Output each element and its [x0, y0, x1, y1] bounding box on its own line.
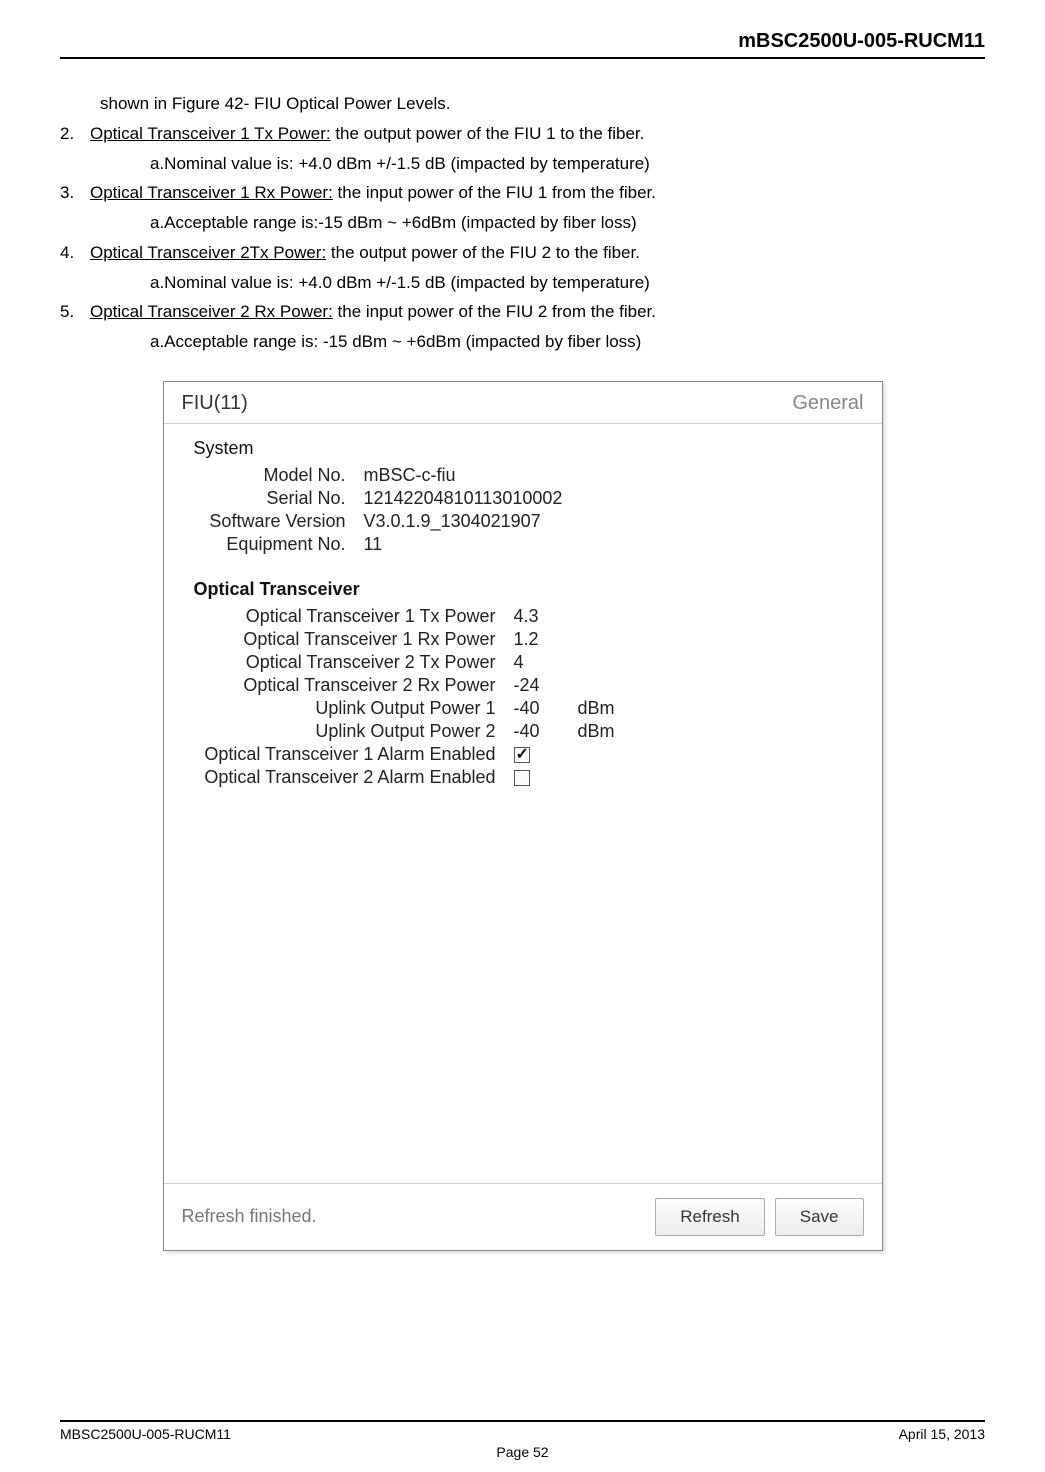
list-item: 5.Optical Transceiver 2 Rx Power: the in…: [60, 297, 985, 327]
intro-line: shown in Figure 42- FIU Optical Power Le…: [60, 89, 985, 119]
system-row: Serial No.12142204810113010002: [194, 488, 862, 509]
kv-value: V3.0.1.9_1304021907: [364, 511, 541, 532]
list-content: Optical Transceiver 2Tx Power: the outpu…: [90, 238, 985, 268]
kv-unit: [564, 606, 578, 627]
kv-label: Serial No.: [194, 488, 364, 509]
kv-label: Optical Transceiver 2 Rx Power: [194, 675, 514, 696]
alarm-row: Optical Transceiver 1 Alarm Enabled: [194, 744, 862, 765]
fiu-figure-window: FIU(11) General System Model No.mBSC-c-f…: [163, 381, 883, 1251]
kv-value: -40: [514, 698, 564, 719]
page-footer: MBSC2500U-005-RUCM11 April 15, 2013 Page…: [60, 1420, 985, 1472]
optical-row: Optical Transceiver 1 Tx Power4.3: [194, 606, 862, 627]
system-row: Software VersionV3.0.1.9_1304021907: [194, 511, 862, 532]
kv-value: 11: [364, 534, 383, 555]
list-subitem: a.Acceptable range is: -15 dBm ~ +6dBm (…: [60, 327, 985, 357]
kv-value: -24: [514, 675, 564, 696]
kv-label: Optical Transceiver 1 Rx Power: [194, 629, 514, 650]
optical-row: Optical Transceiver 2 Rx Power-24: [194, 675, 862, 696]
list-number: 5.: [60, 297, 90, 327]
kv-unit: [564, 652, 578, 673]
kv-value: 12142204810113010002: [364, 488, 563, 509]
list-title: Optical Transceiver 2Tx Power:: [90, 243, 326, 262]
figure-titlebar: FIU(11) General: [164, 382, 882, 424]
system-row: Model No.mBSC-c-fiu: [194, 465, 862, 486]
figure-title-right: General: [792, 392, 863, 415]
system-section-title: System: [194, 438, 862, 459]
list-desc: the output power of the FIU 2 to the fib…: [326, 243, 640, 262]
list-item: 2.Optical Transceiver 1 Tx Power: the ou…: [60, 119, 985, 149]
kv-label: Uplink Output Power 2: [194, 721, 514, 742]
footer-center: Page 52: [60, 1444, 985, 1472]
kv-value: -40: [514, 721, 564, 742]
list-item: 4.Optical Transceiver 2Tx Power: the out…: [60, 238, 985, 268]
save-button[interactable]: Save: [775, 1198, 864, 1236]
kv-label: Optical Transceiver 2 Tx Power: [194, 652, 514, 673]
list-subitem: a.Nominal value is: +4.0 dBm +/-1.5 dB (…: [60, 268, 985, 298]
doc-header: mBSC2500U-005-RUCM11: [60, 30, 985, 59]
list-number: 4.: [60, 238, 90, 268]
figure-footer: Refresh finished. Refresh Save: [164, 1183, 882, 1250]
list-desc: the input power of the FIU 2 from the fi…: [333, 302, 656, 321]
optical-row: Optical Transceiver 1 Rx Power1.2: [194, 629, 862, 650]
list-desc: the output power of the FIU 1 to the fib…: [331, 124, 645, 143]
list-content: Optical Transceiver 1 Rx Power: the inpu…: [90, 178, 985, 208]
footer-left: MBSC2500U-005-RUCM11: [60, 1426, 231, 1442]
kv-label: Equipment No.: [194, 534, 364, 555]
kv-unit: dBm: [564, 698, 615, 719]
kv-label: Optical Transceiver 1 Tx Power: [194, 606, 514, 627]
optical-section-title: Optical Transceiver: [194, 579, 862, 600]
kv-label: Uplink Output Power 1: [194, 698, 514, 719]
system-row: Equipment No.11: [194, 534, 862, 555]
list-subitem: a.Nominal value is: +4.0 dBm +/-1.5 dB (…: [60, 149, 985, 179]
list-number: 2.: [60, 119, 90, 149]
kv-unit: [564, 675, 578, 696]
optical-row: Uplink Output Power 1-40dBm: [194, 698, 862, 719]
refresh-button[interactable]: Refresh: [655, 1198, 765, 1236]
list-content: Optical Transceiver 1 Tx Power: the outp…: [90, 119, 985, 149]
list-title: Optical Transceiver 2 Rx Power:: [90, 302, 333, 321]
list-item: 3.Optical Transceiver 1 Rx Power: the in…: [60, 178, 985, 208]
kv-label: Optical Transceiver 2 Alarm Enabled: [194, 767, 514, 788]
optical-row: Uplink Output Power 2-40dBm: [194, 721, 862, 742]
list-content: Optical Transceiver 2 Rx Power: the inpu…: [90, 297, 985, 327]
alarm-checkbox[interactable]: [514, 767, 530, 788]
list-subitem: a.Acceptable range is:-15 dBm ~ +6dBm (i…: [60, 208, 985, 238]
kv-value: 4: [514, 652, 564, 673]
alarm-row: Optical Transceiver 2 Alarm Enabled: [194, 767, 862, 788]
kv-label: Software Version: [194, 511, 364, 532]
kv-label: Model No.: [194, 465, 364, 486]
kv-label: Optical Transceiver 1 Alarm Enabled: [194, 744, 514, 765]
kv-unit: [564, 629, 578, 650]
optical-row: Optical Transceiver 2 Tx Power4: [194, 652, 862, 673]
kv-value: 1.2: [514, 629, 564, 650]
kv-value: mBSC-c-fiu: [364, 465, 456, 486]
figure-body: System Model No.mBSC-c-fiuSerial No.1214…: [164, 424, 882, 1183]
alarm-checkbox[interactable]: [514, 744, 530, 765]
body-text: shown in Figure 42- FIU Optical Power Le…: [60, 89, 985, 357]
figure-title-left: FIU(11): [182, 392, 248, 415]
list-title: Optical Transceiver 1 Rx Power:: [90, 183, 333, 202]
list-title: Optical Transceiver 1 Tx Power:: [90, 124, 331, 143]
kv-unit: dBm: [564, 721, 615, 742]
list-number: 3.: [60, 178, 90, 208]
footer-right: April 15, 2013: [899, 1426, 985, 1442]
list-desc: the input power of the FIU 1 from the fi…: [333, 183, 656, 202]
status-text: Refresh finished.: [182, 1206, 646, 1227]
kv-value: 4.3: [514, 606, 564, 627]
